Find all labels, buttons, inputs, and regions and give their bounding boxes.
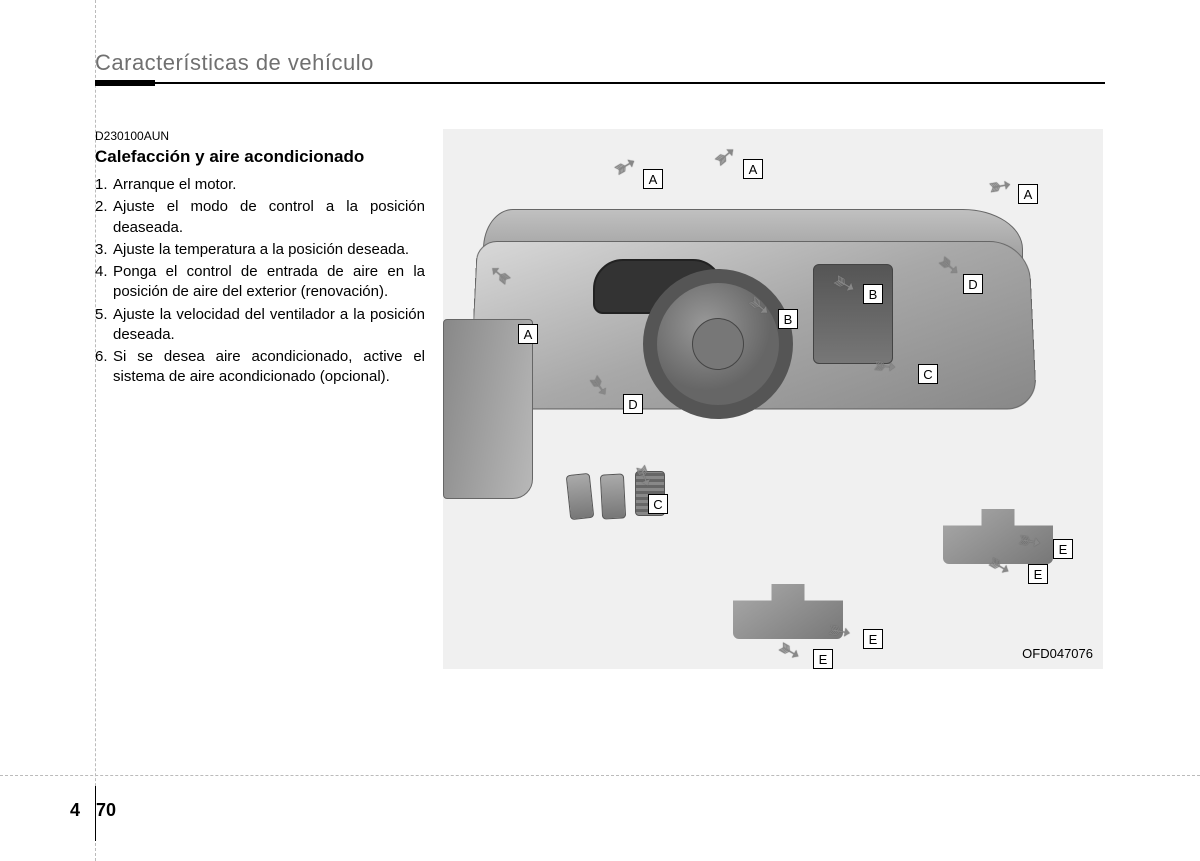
- list-item: 3.Ajuste la temperatura a la posición de…: [95, 240, 425, 260]
- figure-column: ➳ ➳ ➳ ➳ ➳ ➳ ➳ ➳ ➳ ➳ ➳ ➳ ➳ ➳ AAAABBDDCCEE…: [443, 129, 1105, 669]
- pedal-icon: [566, 473, 595, 520]
- vent-label-b: B: [863, 284, 883, 304]
- figure-code: OFD047076: [1022, 646, 1093, 661]
- list-item: 5.Ajuste la velocidad del ventilador a l…: [95, 305, 425, 346]
- vent-label-e: E: [1053, 539, 1073, 559]
- list-item: 2.Ajuste el modo de control a la posició…: [95, 197, 425, 238]
- dashboard-illustration: [473, 189, 1033, 449]
- airflow-arrow-icon: ➳: [606, 145, 643, 185]
- vent-label-e: E: [813, 649, 833, 669]
- text-column: D230100AUN Calefacción y aire acondicion…: [95, 129, 425, 669]
- header-rule: [95, 82, 1105, 84]
- vent-label-e: E: [863, 629, 883, 649]
- vent-label-d: D: [963, 274, 983, 294]
- crop-mark-horizontal: [0, 775, 1200, 776]
- vent-label-c: C: [918, 364, 938, 384]
- vent-label-a: A: [518, 324, 538, 344]
- subsection-heading: Calefacción y aire acondicionado: [95, 147, 425, 167]
- list-item: 6.Si se desea aire acondicionado, active…: [95, 347, 425, 388]
- section-title: Características de vehículo: [95, 50, 1105, 82]
- side-panel-icon: [443, 319, 533, 499]
- floor-duct-icon: [733, 584, 843, 639]
- steering-wheel-icon: [643, 269, 793, 419]
- center-stack-icon: [813, 264, 893, 364]
- vent-label-a: A: [643, 169, 663, 189]
- floor-duct-icon: [943, 509, 1053, 564]
- page-no: 70: [88, 800, 116, 820]
- page-number: 470: [70, 800, 116, 821]
- step-list: 1.Arranque el motor. 2.Ajuste el modo de…: [95, 175, 425, 388]
- vent-label-e: E: [1028, 564, 1048, 584]
- vent-label-d: D: [623, 394, 643, 414]
- vent-label-a: A: [743, 159, 763, 179]
- vent-label-a: A: [1018, 184, 1038, 204]
- pedal-icon: [600, 473, 626, 519]
- dashboard-diagram: ➳ ➳ ➳ ➳ ➳ ➳ ➳ ➳ ➳ ➳ ➳ ➳ ➳ ➳ AAAABBDDCCEE…: [443, 129, 1103, 669]
- list-item: 1.Arranque el motor.: [95, 175, 425, 195]
- chapter-number: 4: [70, 800, 88, 820]
- vent-label-b: B: [778, 309, 798, 329]
- page-content: Características de vehículo D230100AUN C…: [95, 50, 1105, 669]
- content-row: D230100AUN Calefacción y aire acondicion…: [95, 129, 1105, 669]
- vent-label-c: C: [648, 494, 668, 514]
- list-item: 4.Ponga el control de entrada de aire en…: [95, 262, 425, 303]
- document-code: D230100AUN: [95, 129, 425, 143]
- airflow-arrow-icon: ➳: [705, 135, 744, 175]
